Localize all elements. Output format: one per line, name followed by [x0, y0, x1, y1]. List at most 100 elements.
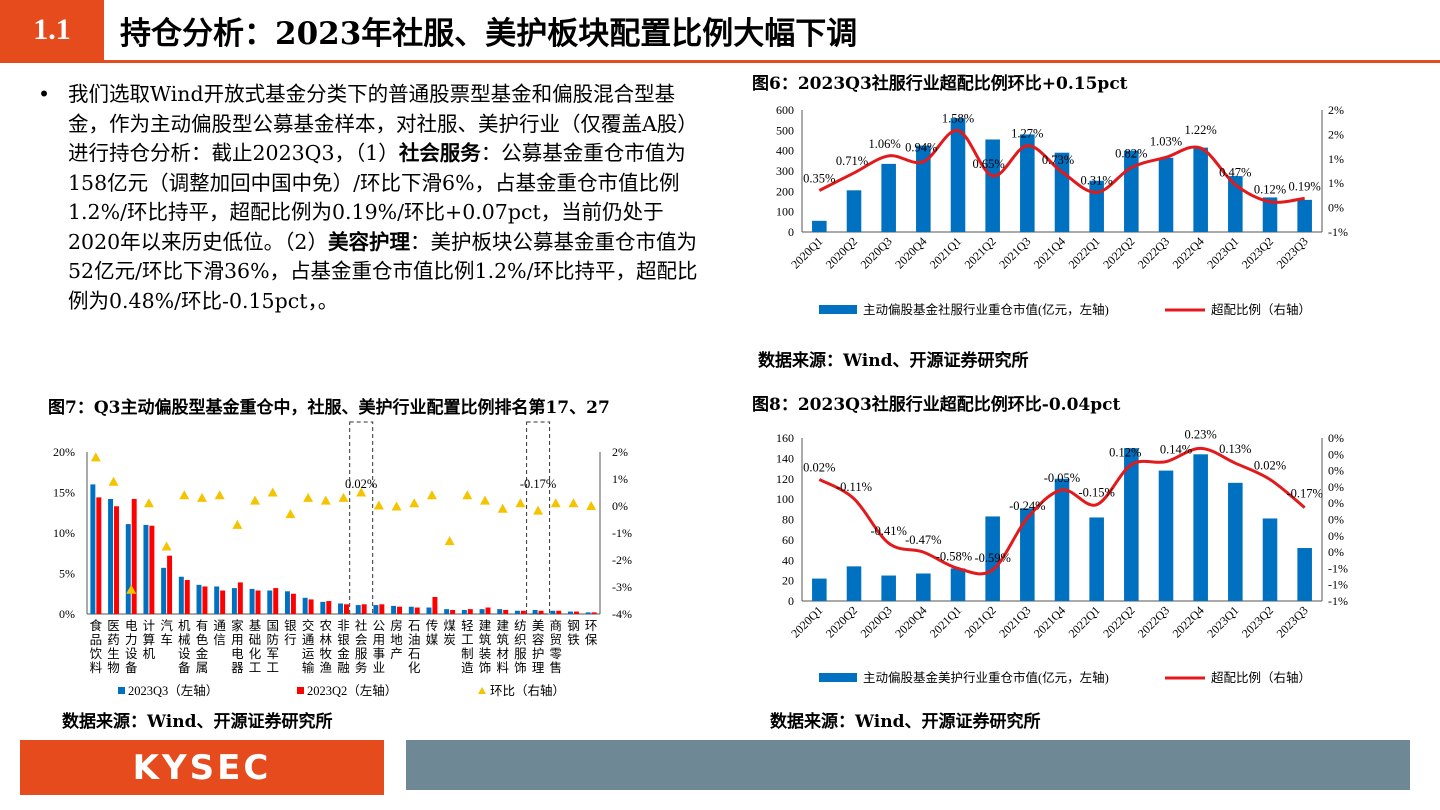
fig7-x-tick: 社会服务	[355, 618, 368, 675]
fig8-chart: 0 20 40 60 80 100 120 140 160 -1% -1% -1% 0% 0% 0% 0% 0%…	[776, 427, 1348, 685]
fig7-qoq-marker	[462, 490, 473, 500]
fig7-bar-q3	[249, 588, 255, 614]
fig7-qoq-marker	[338, 492, 349, 502]
fig8-source: 数据来源：Wind、开源证券研究所	[770, 712, 1041, 732]
fig7-x-tick: 农林牧渔	[320, 619, 333, 675]
fig7-left-tick: 0%	[59, 607, 75, 621]
fig7-bar-q3	[497, 609, 503, 614]
fig8-left-tick: 140	[776, 451, 794, 465]
fig6-bar	[1193, 147, 1208, 232]
fig6-left-tick: 200	[776, 184, 794, 198]
fig8-x-tick: 2022Q3	[1135, 603, 1172, 640]
fig6-bar	[1020, 134, 1035, 232]
fig7-x-tick: 有色金属	[196, 619, 209, 675]
fig8-bar	[881, 575, 896, 601]
fig7-legend-q2-label: 2023Q2（左轴）	[307, 683, 397, 698]
fig6-bar	[846, 190, 862, 232]
fig7-legend-q2-swatch	[297, 687, 304, 694]
fig7-bar-q3	[125, 524, 131, 614]
fig7-bar-q2	[556, 610, 562, 614]
summary-part-2: ：公募基金重仓市值为158亿元（调整加回中国中免）/环比下滑6%，占基金重仓市值…	[68, 141, 686, 254]
summary-part-3: ：美护板块公募基金重仓市值为52亿元/环比下滑36%，占基金重仓市值比例1.2%…	[68, 229, 698, 313]
fig7-bar-q2	[520, 610, 526, 614]
fig8-data-label: -0.05%	[1044, 471, 1080, 485]
fig7-bar-q2	[237, 582, 243, 614]
fig7-bar-q3	[585, 612, 591, 614]
fig8-x-tick: 2020Q1	[788, 603, 825, 640]
fig7-legend-qoq-swatch	[478, 687, 486, 694]
fig7-qoq-marker	[515, 498, 526, 508]
fig7-x-tick: 美容护理	[532, 619, 545, 675]
fig6-bar	[1297, 199, 1312, 232]
fig8-bar	[1124, 448, 1139, 601]
header-divider	[0, 60, 1440, 63]
fig6-data-label: 1.58%	[942, 111, 974, 125]
fig7-qoq-marker	[126, 584, 137, 594]
fig8-x-tick: 2020Q2	[823, 603, 860, 640]
fig7-annotation: -0.17%	[520, 477, 556, 491]
fig7-qoq-marker	[373, 500, 384, 510]
fig6-x-tick: 2023Q1	[1204, 234, 1241, 271]
fig7-bar-q3	[444, 609, 450, 614]
fig7-x-tick: 建筑装饰	[479, 619, 492, 675]
fig7-bar-q2	[202, 586, 208, 614]
fig7-qoq-marker	[250, 495, 261, 505]
fig7-left-tick: 10%	[53, 526, 75, 540]
fig7-qoq-marker	[196, 492, 207, 502]
fig7-x-tick: 基础化工	[249, 619, 262, 675]
fig8-series-line	[818, 446, 1306, 576]
fig6-data-label: 1.27%	[1011, 127, 1043, 141]
fig7-qoq-marker	[179, 490, 190, 500]
fig7-annotation: 0.02%	[345, 477, 377, 491]
fig7-x-tick: 石油石化	[408, 619, 421, 675]
section-number: 1.1	[0, 0, 104, 60]
fig7-qoq-marker	[267, 487, 278, 497]
fig8-bar	[1054, 478, 1070, 601]
fig8-right-tick: 0%	[1328, 513, 1344, 527]
fig8-x-tick: 2023Q2	[1239, 603, 1276, 640]
fig7-bar-q2	[503, 609, 509, 614]
fig8-data-label: -0.47%	[905, 533, 941, 547]
fig6-right-tick: 1%	[1328, 152, 1344, 166]
fig7-bar-q2	[96, 497, 102, 614]
fig7-x-tick: 医药生物	[107, 619, 120, 675]
fig6-bar	[1158, 157, 1174, 232]
fig7-x-tick: 轻工制造	[461, 619, 474, 675]
fig6-data-label: 1.03%	[1150, 134, 1182, 148]
fig6-series-line	[818, 128, 1305, 204]
fig6-left-tick: 300	[776, 164, 794, 178]
fig6-legend-bar-swatch	[819, 305, 857, 314]
fig7-bar-q3	[426, 607, 432, 614]
fig7-bar-q3	[514, 610, 520, 614]
fig6-data-label: 0.12%	[1254, 183, 1286, 197]
fig6-data-label: 0.19%	[1289, 179, 1321, 193]
fig8-right-tick: 0%	[1328, 464, 1344, 478]
fig7-highlight-box	[349, 421, 374, 615]
fig8-data-label: -0.59%	[974, 551, 1010, 565]
summary-bold-1: 社会服务	[398, 141, 481, 165]
fig7-qoq-marker	[568, 498, 579, 508]
fig7-qoq-marker	[550, 498, 561, 508]
fig7-qoq-marker	[232, 519, 243, 529]
fig7-bar-q3	[267, 590, 273, 614]
fig7-qoq-marker	[497, 503, 508, 513]
fig8-legend-bar-swatch	[819, 673, 857, 682]
fig7-bar-q3	[284, 591, 290, 614]
fig6-x-tick: 2020Q1	[788, 234, 825, 271]
fig6-x-tick: 2021Q2	[962, 234, 999, 271]
fig7-right-tick: -2%	[612, 553, 632, 567]
fig7-right-tick: -3%	[612, 580, 632, 594]
fig7-left-tick: 5%	[59, 567, 75, 581]
footer-bar	[406, 740, 1410, 790]
fig7-x-tick: 家用电器	[231, 618, 244, 675]
fig7-bar-q3	[302, 597, 308, 614]
fig6-left-tick: 0	[788, 225, 794, 239]
fig6-bar	[985, 139, 1000, 232]
fig8-left-tick: 0	[788, 594, 794, 608]
fig6-source: 数据来源：Wind、开源证券研究所	[758, 351, 1029, 371]
fig6-x-tick: 2020Q3	[858, 234, 895, 271]
fig6-right-tick: -1%	[1328, 225, 1348, 239]
fig6-data-label: 1.22%	[1185, 123, 1217, 137]
fig7-x-tick: 钢铁	[567, 619, 580, 647]
fig6-x-tick: 2020Q4	[892, 234, 929, 271]
